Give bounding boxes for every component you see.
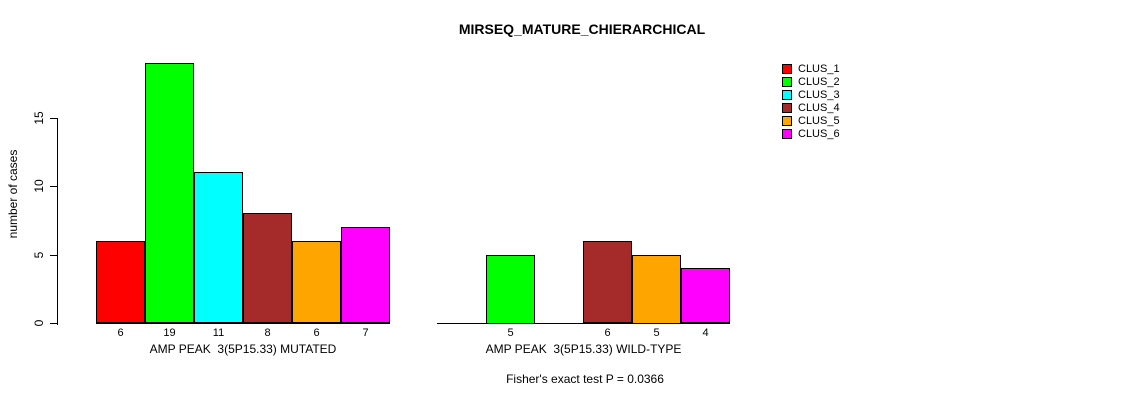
bar-value-label: 7 — [362, 327, 369, 339]
bar-clus_6 — [681, 268, 730, 323]
y-axis-tick-label: 0 — [32, 319, 46, 327]
bar-value-label: 6 — [313, 327, 320, 339]
legend-swatch — [782, 102, 792, 113]
bar-value-label: 5 — [653, 327, 660, 339]
bar-clus_4 — [243, 213, 292, 323]
y-axis-tick — [50, 186, 57, 187]
legend-label: CLUS_3 — [798, 88, 840, 101]
fisher-test-annotation: Fisher's exact test P = 0.0366 — [506, 372, 664, 386]
y-axis-tick — [50, 323, 57, 324]
group-baseline — [96, 323, 390, 324]
bar-value-label: 8 — [264, 327, 271, 339]
y-axis-label: number of cases — [6, 149, 20, 239]
legend-item: CLUS_2 — [782, 75, 840, 88]
bar-clus_1 — [96, 241, 145, 323]
legend-swatch — [782, 89, 792, 100]
legend-label: CLUS_1 — [798, 62, 840, 75]
bar-clus_2 — [486, 255, 535, 324]
legend-item: CLUS_5 — [782, 114, 840, 127]
legend-swatch — [782, 128, 792, 139]
bar-clus_4 — [583, 241, 632, 323]
y-axis-tick — [50, 118, 57, 119]
y-axis-tick-label: 5 — [32, 251, 46, 259]
legend: CLUS_1 CLUS_2 CLUS_3 CLUS_4 CLUS_5 CLUS_6 — [782, 62, 840, 140]
group-label: AMP PEAK 3(5P15.33) MUTATED — [149, 342, 337, 356]
legend-item: CLUS_1 — [782, 62, 840, 75]
legend-label: CLUS_5 — [798, 114, 840, 127]
bar-value-label: 19 — [163, 327, 176, 339]
bar-value-label: 11 — [212, 327, 225, 339]
y-axis-tick-label: 10 — [32, 179, 46, 193]
group-label: AMP PEAK 3(5P15.33) WILD-TYPE — [485, 342, 682, 356]
legend-label: CLUS_2 — [798, 75, 840, 88]
y-axis-tick-label: 15 — [32, 111, 46, 125]
bar-value-label: 5 — [507, 327, 514, 339]
bar-value-label: 4 — [702, 327, 709, 339]
chart-title: MIRSEQ_MATURE_CHIERARCHICAL — [458, 21, 706, 37]
legend-swatch — [782, 63, 792, 74]
legend-item: CLUS_3 — [782, 88, 840, 101]
bar-clus_6 — [341, 227, 390, 323]
legend-label: CLUS_4 — [798, 101, 840, 114]
y-axis-tick — [50, 255, 57, 256]
legend-swatch — [782, 115, 792, 126]
bar-clus_5 — [632, 255, 681, 324]
bar-value-label: 6 — [117, 327, 124, 339]
bar-value-label: 6 — [604, 327, 611, 339]
bar-clus_3 — [194, 172, 243, 323]
group-baseline — [437, 323, 730, 324]
bar-clus_2 — [145, 63, 194, 323]
y-axis-line — [57, 118, 58, 325]
bar-clus_5 — [292, 241, 341, 323]
legend-swatch — [782, 76, 792, 87]
legend-label: CLUS_6 — [798, 127, 840, 140]
legend-item: CLUS_6 — [782, 127, 840, 140]
legend-item: CLUS_4 — [782, 101, 840, 114]
